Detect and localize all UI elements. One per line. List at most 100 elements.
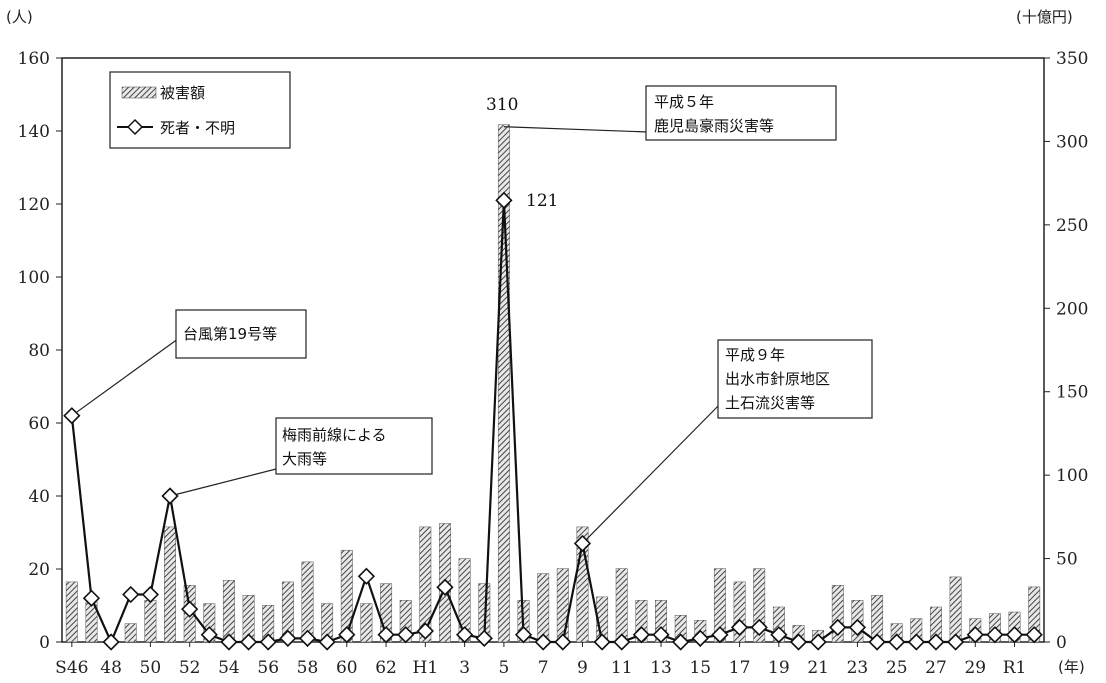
annotation-h5-kagoshima: 平成５年 鹿児島豪雨災害等 xyxy=(645,85,837,141)
annotation-text: 大雨等 xyxy=(282,450,327,468)
x-tick-label: 9 xyxy=(577,658,588,678)
line-marker-56 xyxy=(259,633,277,651)
bar-8 xyxy=(556,568,569,643)
right-axis-unit: (十億円) xyxy=(1016,8,1073,26)
left-tick-label: 120 xyxy=(18,195,50,215)
left-tick-label: 80 xyxy=(28,341,50,361)
line-marker-20 xyxy=(789,633,808,651)
line-marker-60 xyxy=(338,626,356,644)
line-marker-9 xyxy=(573,534,592,553)
legend-diamond-marker xyxy=(126,118,144,136)
line-marker-6 xyxy=(514,626,533,644)
line-marker-11 xyxy=(613,633,631,651)
annotation-typhoon19: 台風第19号等 xyxy=(175,309,307,359)
left-tick-label: 140 xyxy=(18,122,50,142)
legend-box xyxy=(109,71,291,149)
left-tick-label: 0 xyxy=(39,633,50,653)
bar-11 xyxy=(615,568,628,643)
x-tick-label: S46 xyxy=(55,658,88,678)
x-tick-label: 52 xyxy=(179,658,201,678)
line-marker-52 xyxy=(181,600,199,618)
x-axis-unit: (年) xyxy=(1058,658,1085,676)
callout-connector xyxy=(71,335,183,417)
line-marker-5 xyxy=(495,191,513,209)
x-tick-label: 60 xyxy=(336,658,358,678)
line-marker-54 xyxy=(220,633,238,651)
line-marker-16 xyxy=(711,626,729,644)
x-tick-label: 27 xyxy=(925,658,947,678)
right-tick-label: 300 xyxy=(1056,132,1088,152)
bar-peak-label: 310 xyxy=(486,95,518,115)
line-marker-15 xyxy=(691,629,709,647)
line-marker-4 xyxy=(475,629,493,647)
line-marker-18 xyxy=(750,618,768,637)
line-marker-S46 xyxy=(63,407,81,425)
line-marker-10 xyxy=(593,633,611,651)
bar-49 xyxy=(124,623,137,643)
line-marker-H1 xyxy=(416,622,434,640)
line-marker-19 xyxy=(770,626,788,644)
right-tick-label: 250 xyxy=(1056,216,1088,236)
line-marker-49 xyxy=(122,585,140,604)
callout-connector xyxy=(503,126,649,133)
annotation-text: 出水市針原地区 xyxy=(725,370,830,388)
line-marker-51 xyxy=(161,487,179,505)
annotation-text: 鹿児島豪雨災害等 xyxy=(654,117,774,135)
line-marker-12 xyxy=(632,626,651,644)
x-tick-label: 17 xyxy=(729,658,751,678)
right-tick-label: 350 xyxy=(1056,49,1088,69)
left-tick-label: 20 xyxy=(28,560,50,580)
line-marker-28 xyxy=(946,633,965,651)
callout-connector xyxy=(169,467,281,497)
bar-51 xyxy=(164,526,176,643)
bar-22 xyxy=(831,585,844,643)
x-tick-label: 19 xyxy=(768,658,790,678)
line-marker-29 xyxy=(966,626,984,644)
left-tick-label: 40 xyxy=(28,487,50,507)
line-marker-21 xyxy=(809,633,827,651)
right-tick-label: 0 xyxy=(1056,633,1067,653)
annotation-h9-izumi: 平成９年 出水市針原地区 土石流災害等 xyxy=(717,339,873,419)
x-tick-label: 7 xyxy=(538,658,549,678)
x-tick-label: 50 xyxy=(140,658,162,678)
legend: 被害額 死者・不明 xyxy=(109,71,291,149)
line-marker-57 xyxy=(279,629,297,647)
right-tick-label: 50 xyxy=(1056,550,1078,570)
line-marker-55 xyxy=(239,633,258,651)
line-marker-59 xyxy=(318,633,336,651)
legend-bar-label: 被害額 xyxy=(160,84,205,102)
legend-line-label: 死者・不明 xyxy=(160,119,235,137)
line-marker-24 xyxy=(868,633,886,651)
annotation-text: 台風第19号等 xyxy=(183,325,277,343)
annotation-baiu-front: 梅雨前線による 大雨等 xyxy=(275,417,433,475)
line-marker-2 xyxy=(1025,626,1043,644)
right-tick-label: 200 xyxy=(1056,299,1088,319)
line-marker-13 xyxy=(652,626,670,644)
left-tick-label: 60 xyxy=(28,414,50,434)
line-marker-61 xyxy=(357,567,376,585)
ticks-layer: 0 20 40 60 80 100 120 140 160 0 50 100 150 200 250 300 3… xyxy=(18,49,1089,678)
callout-connector xyxy=(582,399,725,544)
x-tick-label: 29 xyxy=(964,658,986,678)
annotation-text: 平成９年 xyxy=(725,346,785,364)
x-tick-label: 3 xyxy=(459,658,470,678)
bar-50 xyxy=(144,600,157,643)
line-marker-58 xyxy=(298,629,317,647)
line-marker-47 xyxy=(82,589,101,607)
line-marker-22 xyxy=(829,618,847,637)
x-tick-label: 58 xyxy=(297,658,319,678)
line-deaths-missing xyxy=(70,200,1035,645)
x-tick-label: R1 xyxy=(1003,658,1027,678)
x-tick-label: 56 xyxy=(257,658,279,678)
line-marker-7 xyxy=(534,633,552,651)
line-marker-30 xyxy=(986,626,1004,644)
line-marker-2 xyxy=(436,578,454,596)
line-marker-27 xyxy=(927,633,945,651)
bar-7 xyxy=(537,573,550,643)
right-tick-label: 150 xyxy=(1056,383,1088,403)
x-tick-label: 13 xyxy=(650,658,672,678)
x-tick-label: 54 xyxy=(218,658,240,678)
x-tick-label: 21 xyxy=(807,658,829,678)
bar-S46 xyxy=(65,581,78,643)
x-tick-label: H1 xyxy=(413,658,439,678)
